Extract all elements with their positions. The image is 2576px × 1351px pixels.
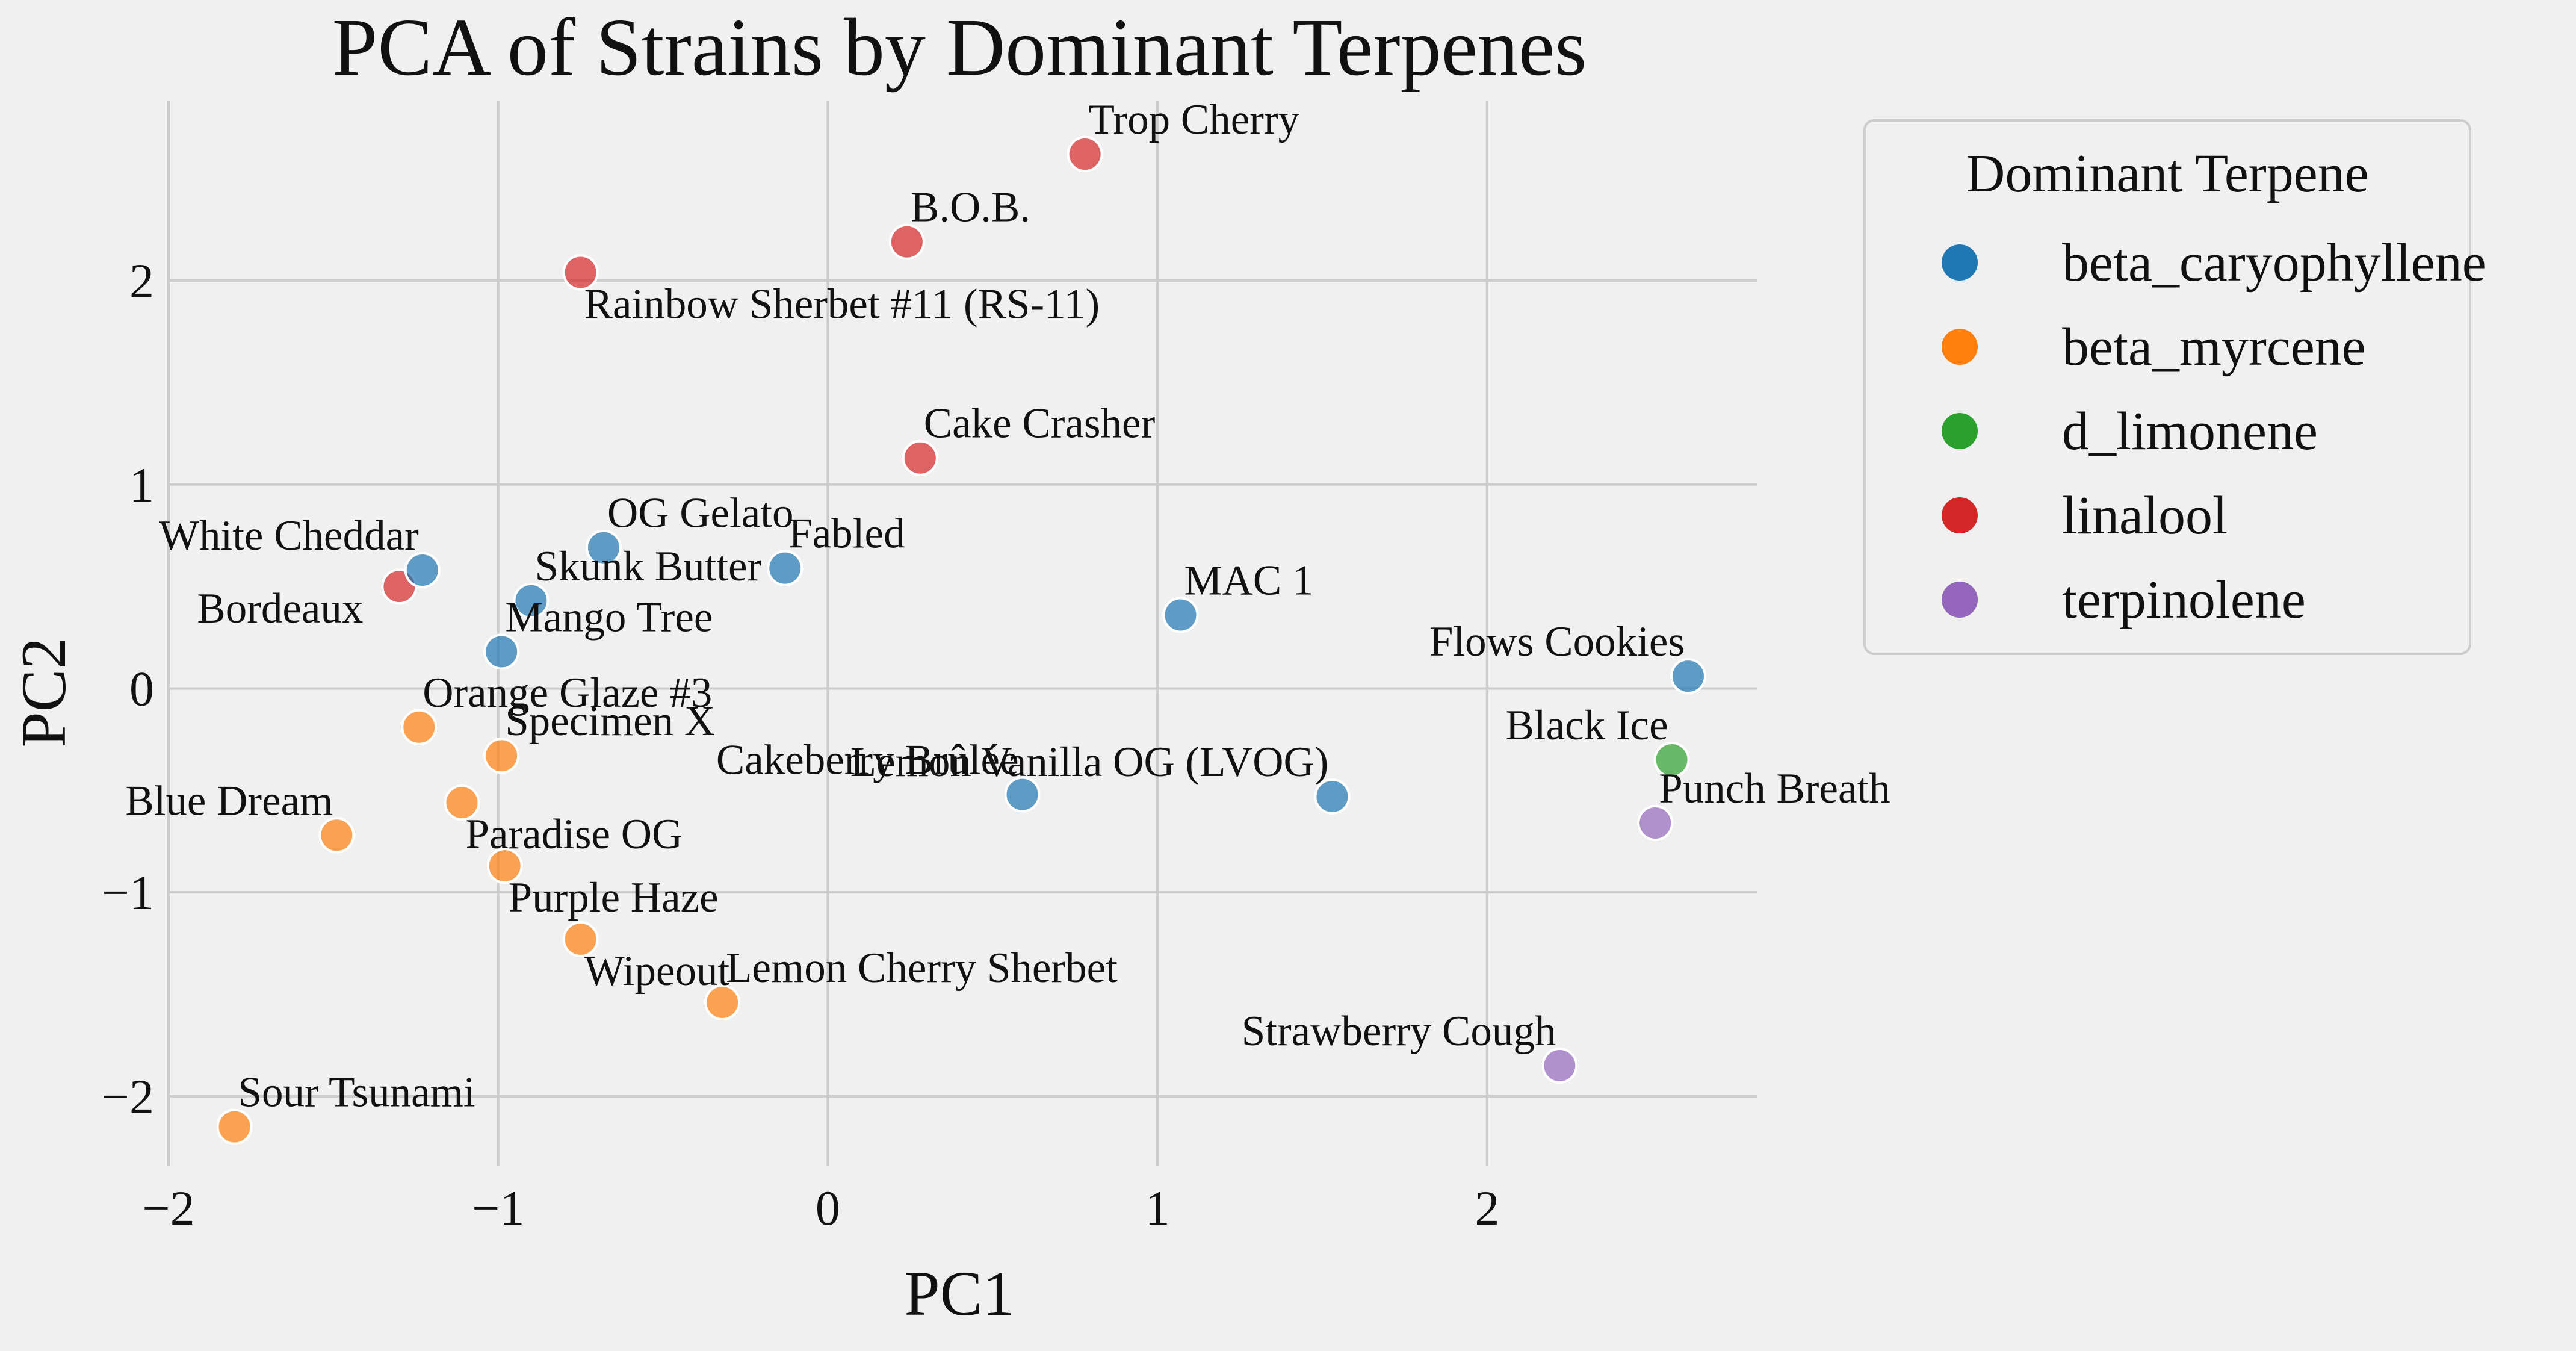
x-tick-label: −2 xyxy=(142,1181,194,1235)
point-label: Purple Haze xyxy=(509,874,719,921)
point-label: Paradise OG xyxy=(465,811,683,858)
scatter-point xyxy=(1653,741,1690,778)
legend-entries: beta_caryophyllene beta_myrcene d_limonene… xyxy=(1942,233,2486,630)
legend-marker xyxy=(1942,497,1978,533)
point-label: Skunk Butter xyxy=(534,543,761,590)
x-axis-label: PC1 xyxy=(905,1258,1015,1329)
point-label: Sour Tsunami xyxy=(238,1069,475,1116)
scatter-point xyxy=(444,784,480,821)
legend-entry-label: linalool xyxy=(2062,486,2228,545)
y-tick-label: 0 xyxy=(129,661,154,716)
point-label: Punch Breath xyxy=(1659,765,1890,812)
scatter-point xyxy=(562,921,599,958)
x-tick-label: −1 xyxy=(472,1181,524,1235)
x-tick-label: 2 xyxy=(1475,1181,1499,1235)
grid-lines xyxy=(167,101,1757,1166)
scatter-point xyxy=(767,550,803,586)
scatter-point xyxy=(483,633,520,670)
point-label: Blue Dream xyxy=(125,777,333,824)
point-label: Black Ice xyxy=(1506,702,1668,749)
y-tick-label: 1 xyxy=(129,458,154,512)
scatter-point xyxy=(401,709,438,745)
point-label: White Cheddar xyxy=(159,512,419,559)
legend-marker xyxy=(1942,329,1978,365)
legend-entry-label: d_limonene xyxy=(2062,402,2318,461)
axis-ticks: −2 −1 0 1 2 −2 −1 0 1 2 xyxy=(102,253,1500,1235)
y-tick-label: −2 xyxy=(102,1069,154,1124)
scatter-point xyxy=(404,552,441,589)
scatter-point xyxy=(1541,1048,1578,1084)
point-label: Lemon Cherry Sherbet xyxy=(726,945,1118,992)
legend-marker xyxy=(1942,244,1978,281)
point-label: Orange Glaze #3 xyxy=(423,669,712,716)
point-label: Rainbow Sherbet #11 (RS-11) xyxy=(584,281,1100,328)
scatter-point xyxy=(513,582,550,619)
point-label: Bordeaux xyxy=(197,585,363,632)
scatter-point xyxy=(1004,776,1041,813)
point-label: Cakeberry Brûlée xyxy=(716,737,1019,784)
scatter-point xyxy=(704,984,741,1021)
legend-frame xyxy=(1863,119,2471,655)
legend-marker xyxy=(1942,582,1978,618)
scatter-point xyxy=(888,223,925,260)
point-label: Fabled xyxy=(788,511,905,557)
scatter-points xyxy=(216,136,1706,1145)
point-label: Strawberry Cough xyxy=(1242,1008,1556,1055)
point-labels: Trop Cherry B.O.B. Rainbow Sherbet #11 (RS… xyxy=(125,96,1890,1116)
scatter-point xyxy=(486,848,523,884)
scatter-point xyxy=(1162,597,1199,633)
scatter-point xyxy=(562,254,599,291)
scatter-point xyxy=(1067,136,1103,173)
point-label: Trop Cherry xyxy=(1089,96,1300,143)
x-tick-label: 0 xyxy=(816,1181,840,1235)
point-label: Lemon Vanilla OG (LVOG) xyxy=(850,739,1329,786)
chart-title: PCA of Strains by Dominant Terpenes xyxy=(332,2,1587,93)
legend-entry-label: beta_caryophyllene xyxy=(2062,233,2486,293)
scatter-point xyxy=(1314,778,1351,815)
y-axis-label: PC2 xyxy=(8,638,79,748)
point-label: B.O.B. xyxy=(911,184,1030,231)
scatter-point xyxy=(483,738,520,774)
point-label: Wipeout xyxy=(584,948,730,995)
scatter-point xyxy=(585,529,622,566)
scatter-point xyxy=(902,439,938,476)
scatter-point xyxy=(216,1108,253,1145)
point-label: Flows Cookies xyxy=(1429,618,1685,665)
point-label: Specimen X xyxy=(505,698,715,745)
legend-title: Dominant Terpene xyxy=(1966,144,2368,203)
point-label: Cake Crasher xyxy=(924,400,1156,447)
point-label: MAC 1 xyxy=(1184,557,1313,604)
scatter-point xyxy=(318,817,355,854)
legend: Dominant Terpene beta_caryophyllenebeta_… xyxy=(1863,119,2486,655)
x-tick-label: 1 xyxy=(1145,1181,1170,1235)
y-tick-label: 2 xyxy=(129,253,154,308)
legend-entry-label: beta_myrcene xyxy=(2062,317,2366,377)
legend-marker xyxy=(1942,413,1978,449)
scatter-point xyxy=(1637,804,1674,841)
scatter-point xyxy=(1670,658,1706,695)
y-tick-label: −1 xyxy=(102,865,154,920)
point-label: Mango Tree xyxy=(505,594,713,641)
legend-entry-label: terpinolene xyxy=(2062,570,2306,630)
point-label: OG Gelato xyxy=(607,490,794,537)
